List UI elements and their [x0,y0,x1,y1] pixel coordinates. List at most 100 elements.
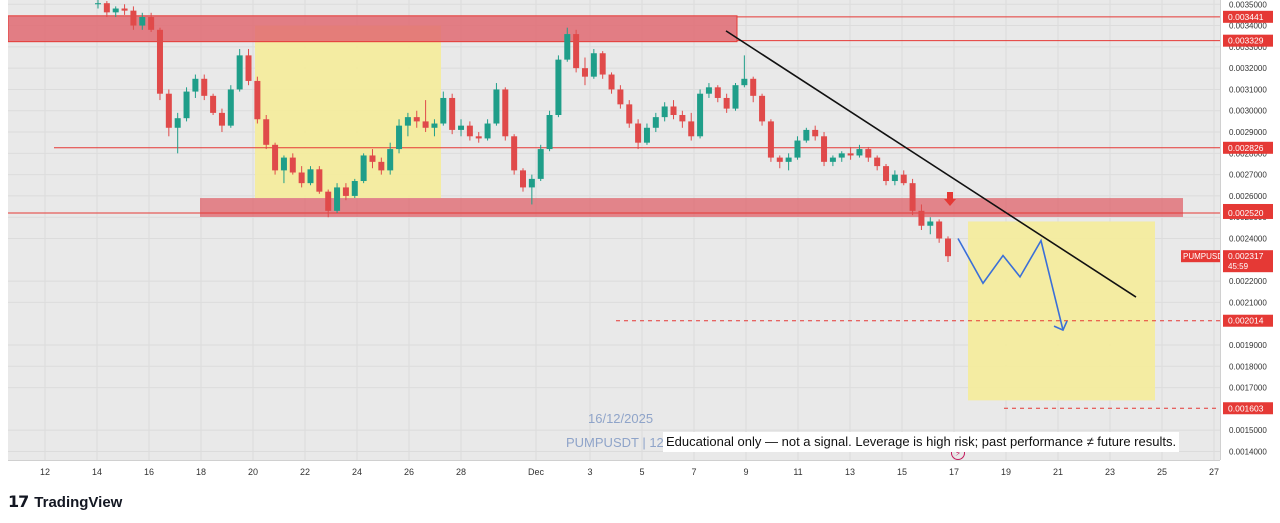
candle[interactable] [918,204,925,230]
price-chart[interactable]: PUMPUSDT [8,0,1220,460]
support-zone[interactable] [200,198,1183,217]
candle[interactable] [626,100,633,128]
candle[interactable] [927,217,934,235]
candle[interactable] [759,93,766,126]
candle[interactable] [705,83,712,98]
projection-path[interactable] [957,238,1064,331]
candle[interactable] [369,149,376,169]
candle[interactable] [697,89,704,139]
candle[interactable] [351,178,358,199]
resistance-zone-top[interactable] [8,15,738,43]
candle[interactable] [396,119,403,154]
candle[interactable] [210,93,217,115]
candle[interactable] [803,127,810,143]
candle[interactable] [245,48,252,86]
candle[interactable] [440,91,447,126]
candle[interactable] [95,0,101,9]
candle[interactable] [511,134,518,175]
time-axis[interactable]: 12 14 16 18 20 22 24 26 28 Dec 3 5 7 9 11 13 15 17 19 21 23 2… [8,460,1220,483]
candle[interactable] [581,57,588,86]
candle[interactable] [112,6,119,18]
candle[interactable] [767,119,774,162]
candle[interactable] [280,155,287,184]
candle[interactable] [891,170,898,186]
tradingview-brand[interactable]: 𝟭𝟳 TradingView [8,492,122,512]
candle[interactable] [156,27,163,101]
trendline[interactable] [725,30,1137,298]
candle[interactable] [812,125,819,141]
candle[interactable] [325,189,332,218]
candle[interactable] [741,55,748,88]
candle[interactable] [564,27,571,62]
candle[interactable] [847,146,854,160]
candle[interactable] [236,48,243,92]
candle[interactable] [838,151,845,162]
candle[interactable] [475,132,482,143]
candle[interactable] [183,87,190,122]
candle[interactable] [900,170,907,186]
candle[interactable] [635,119,642,150]
candle[interactable] [732,83,739,111]
candle[interactable] [218,108,225,133]
candle[interactable] [165,89,172,137]
candle[interactable] [874,155,881,171]
candle[interactable] [387,142,394,175]
candle[interactable] [139,12,146,30]
candle[interactable] [174,112,181,154]
candle[interactable] [785,153,792,171]
candle[interactable] [883,163,890,186]
candle[interactable] [679,110,686,128]
candle[interactable] [865,146,872,162]
candle[interactable] [821,132,828,167]
price-axis[interactable]: 0.0035000 0.0034000 0.0033000 0.0032000 0.00… [1220,0,1280,460]
candle[interactable] [316,166,323,194]
candle[interactable] [484,119,491,141]
candle[interactable] [856,144,863,158]
candle[interactable] [590,48,597,79]
chart-area[interactable]: PUMPUSDT 16/12/2025 PUMPUSDT | 120 ⚡ [8,0,1220,460]
candle[interactable] [936,219,943,243]
candle[interactable] [829,155,836,167]
candle[interactable] [227,85,234,128]
candle[interactable] [520,168,526,192]
candle[interactable] [103,1,110,18]
candle[interactable] [493,83,500,126]
candle[interactable] [121,4,128,15]
candle[interactable] [148,12,155,32]
candle[interactable] [272,142,279,175]
candle[interactable] [254,76,261,124]
candle[interactable] [422,100,429,133]
candle[interactable] [546,110,553,152]
candle[interactable] [909,178,916,216]
candle[interactable] [298,166,305,188]
candle[interactable] [502,87,509,141]
candle[interactable] [378,157,385,175]
candle[interactable] [263,115,270,150]
candle[interactable] [652,112,659,133]
candle[interactable] [599,51,606,79]
candle[interactable] [670,100,677,120]
candle[interactable] [723,93,730,113]
candle[interactable] [449,93,456,135]
candle[interactable] [404,112,411,137]
candle[interactable] [608,72,615,94]
candle[interactable] [945,236,951,262]
candle[interactable] [776,155,783,169]
candle[interactable] [334,183,341,213]
candle[interactable] [413,110,420,128]
candle[interactable] [130,6,137,30]
candle[interactable] [528,174,535,205]
candle[interactable] [750,76,757,103]
candle[interactable] [555,55,562,118]
candle[interactable] [466,121,473,141]
candle[interactable] [201,74,208,101]
candle[interactable] [714,85,721,103]
candle[interactable] [307,166,314,186]
candle[interactable] [289,153,296,175]
candle[interactable] [192,74,199,98]
candle[interactable] [661,102,668,122]
candle[interactable] [643,123,650,145]
candle[interactable] [573,29,580,73]
candle[interactable] [342,183,349,201]
candle[interactable] [431,119,438,137]
